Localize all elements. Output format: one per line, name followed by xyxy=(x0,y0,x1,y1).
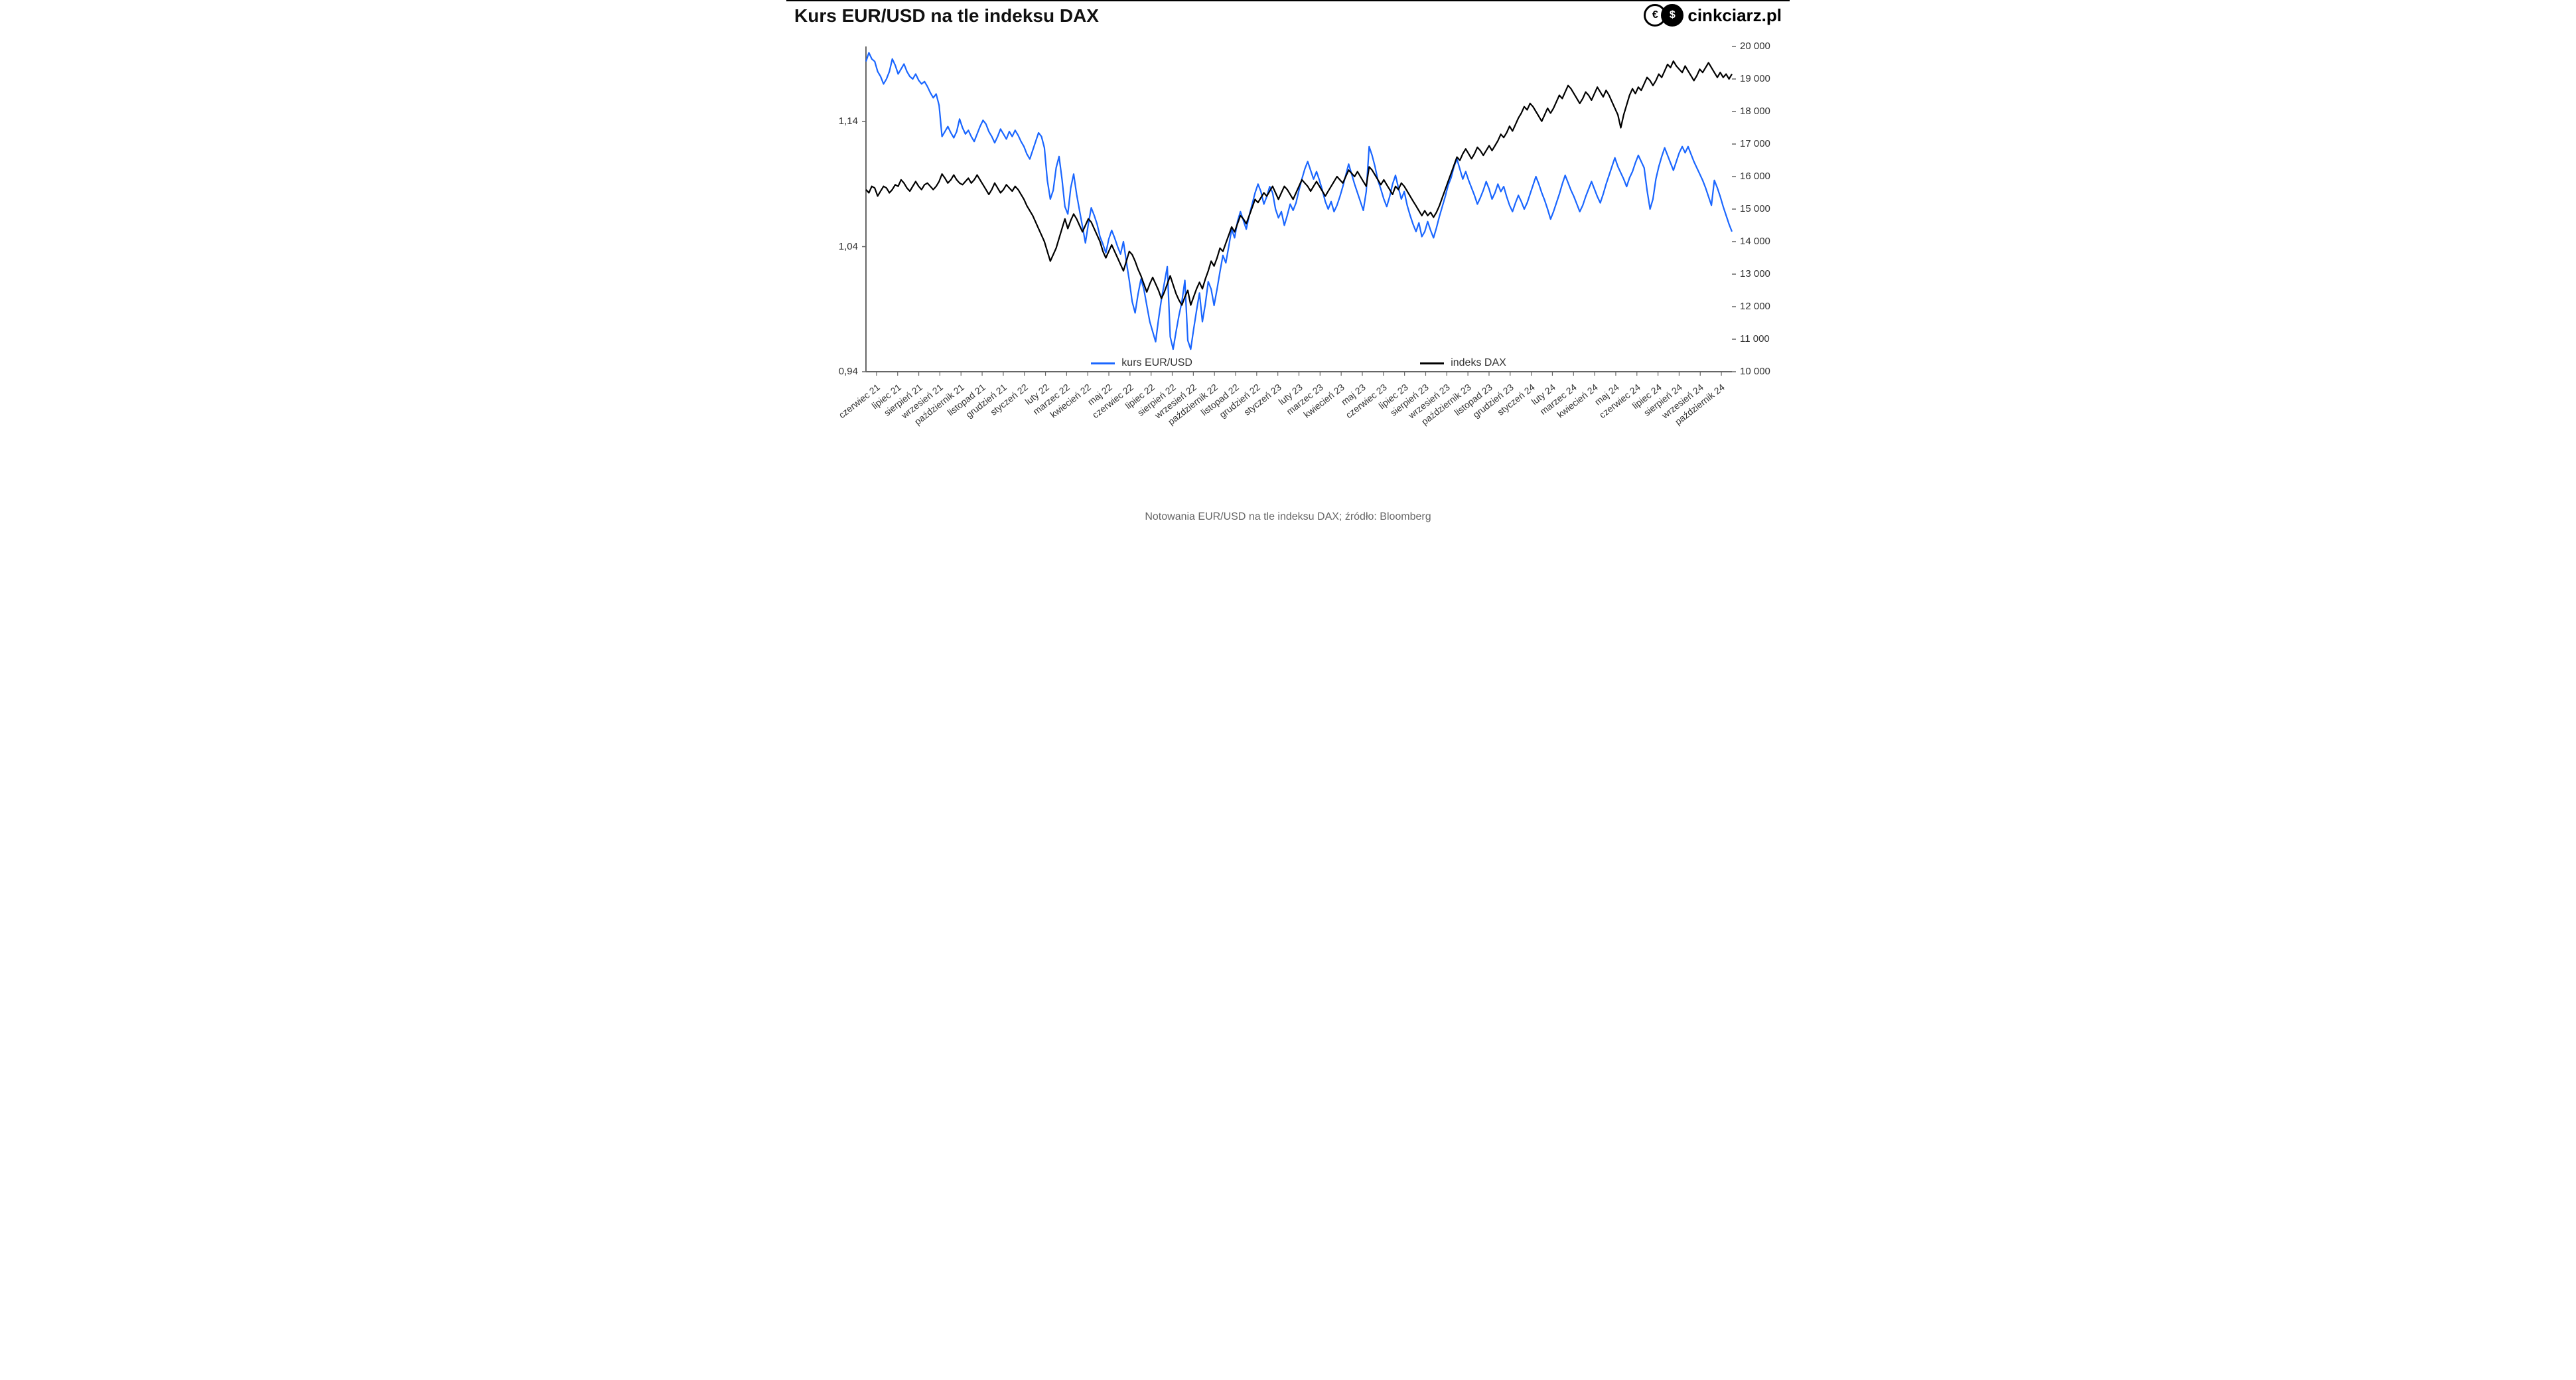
y-right-tick-label: 18 000 xyxy=(1740,106,1770,117)
y-left-tick-label: 1,14 xyxy=(839,115,858,127)
legend-label: kurs EUR/USD xyxy=(1121,357,1192,369)
y-right-tick-label: 14 000 xyxy=(1740,236,1770,247)
legend-entry: kurs EUR/USD xyxy=(1091,357,1192,369)
y-right-tick-label: 19 000 xyxy=(1740,73,1770,84)
y-right-tick-label: 13 000 xyxy=(1740,268,1770,279)
y-right-tick-label: 10 000 xyxy=(1740,366,1770,377)
chart-caption: Notowania EUR/USD na tle indeksu DAX; źr… xyxy=(786,511,1790,523)
y-right-tick-label: 20 000 xyxy=(1740,40,1770,52)
legend-line-segment xyxy=(1420,362,1444,364)
y-right-tick-label: 12 000 xyxy=(1740,301,1770,312)
y-left-tick-label: 0,94 xyxy=(839,366,858,377)
y-right-tick-label: 16 000 xyxy=(1740,171,1770,182)
y-left-tick-label: 1,04 xyxy=(839,241,858,252)
chart-svg xyxy=(786,0,1790,538)
series-indeks-DAX xyxy=(866,61,1732,305)
y-right-tick-label: 17 000 xyxy=(1740,138,1770,149)
chart-card: Kurs EUR/USD na tle indeksu DAX € $ cink… xyxy=(786,0,1790,538)
plot-area: 0,94 1,04 1,14 10 000 11 000 12 000 13 000 14 0… xyxy=(786,0,1790,538)
y-right-tick-label: 11 000 xyxy=(1740,333,1770,345)
legend-line-segment xyxy=(1091,362,1115,364)
legend-entry: indeks DAX xyxy=(1420,357,1506,369)
legend-label: indeks DAX xyxy=(1451,357,1506,369)
series-kurs-EUR/USD xyxy=(866,52,1732,349)
y-right-tick-label: 15 000 xyxy=(1740,203,1770,214)
